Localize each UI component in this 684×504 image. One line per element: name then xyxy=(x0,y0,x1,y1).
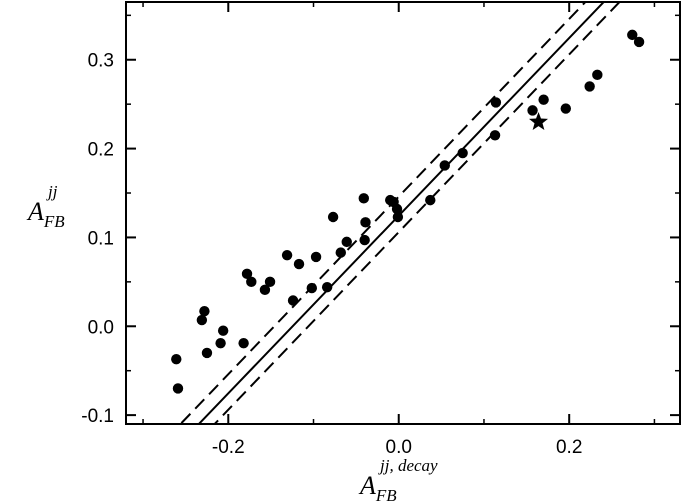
data-point xyxy=(264,276,276,288)
data-point xyxy=(527,105,538,116)
data-point xyxy=(246,276,257,288)
y-axis-label-main: A xyxy=(26,197,44,226)
data-point xyxy=(360,217,371,228)
data-point xyxy=(238,337,249,349)
data-point xyxy=(359,234,370,246)
data-point xyxy=(287,295,299,306)
y-tick-label: -0.1 xyxy=(81,406,114,427)
data-points xyxy=(171,29,645,394)
data-point xyxy=(490,97,502,108)
x-tick-label: 0.2 xyxy=(556,437,582,458)
x-axis-label: AFB jj, decay xyxy=(358,456,438,504)
data-point xyxy=(310,251,322,263)
data-point xyxy=(425,194,436,206)
y-tick-label: 0.3 xyxy=(88,51,114,72)
data-point xyxy=(584,81,595,92)
axis-ticks: -0.2 0.0 0.2 -0.1 0.0 0.1 0.2 0.3 xyxy=(81,2,680,458)
x-axis-label-main: A xyxy=(358,471,376,500)
data-point xyxy=(201,347,213,359)
data-point xyxy=(171,353,182,365)
data-point xyxy=(241,268,253,280)
data-point xyxy=(538,94,549,105)
data-point xyxy=(358,193,369,204)
band-line-1 xyxy=(179,2,587,424)
data-point xyxy=(633,36,645,48)
data-point xyxy=(592,69,603,81)
data-point xyxy=(457,147,468,159)
y-tick-label: 0.0 xyxy=(88,317,114,338)
x-tick-label: 0.0 xyxy=(386,437,412,458)
data-point xyxy=(392,211,404,223)
data-point xyxy=(259,284,271,296)
data-point xyxy=(489,130,501,141)
data-point xyxy=(293,258,305,270)
data-point xyxy=(439,160,450,171)
data-point xyxy=(560,103,571,114)
data-point xyxy=(281,250,293,261)
fit-lines xyxy=(179,2,621,424)
y-axis-label: AFB jj xyxy=(26,182,65,231)
data-point xyxy=(627,29,638,41)
data-point xyxy=(391,203,403,215)
data-point xyxy=(172,383,184,394)
data-point xyxy=(321,281,333,293)
y-tick-label: 0.1 xyxy=(88,228,114,249)
x-axis-label-sup: jj, decay xyxy=(378,456,438,475)
y-axis-label-sup: jj xyxy=(46,182,58,201)
y-axis-label-sub: FB xyxy=(43,212,65,231)
data-point xyxy=(199,305,210,317)
band-line-2 xyxy=(213,2,621,424)
data-point xyxy=(335,247,346,258)
y-tick-label: 0.2 xyxy=(88,140,114,161)
data-point xyxy=(196,314,208,326)
fit-line xyxy=(197,2,606,424)
data-point xyxy=(327,211,339,223)
data-point xyxy=(306,282,318,294)
data-point xyxy=(217,325,229,336)
x-tick-label: -0.2 xyxy=(212,437,245,458)
x-axis-label-sub: FB xyxy=(375,486,397,504)
star-marker xyxy=(529,111,549,131)
data-point xyxy=(341,236,352,248)
data-point xyxy=(215,337,226,349)
plot-frame xyxy=(125,1,681,425)
